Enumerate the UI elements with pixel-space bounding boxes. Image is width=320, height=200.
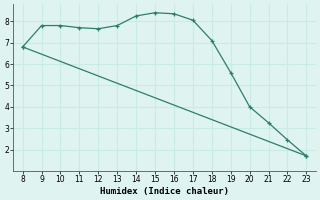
X-axis label: Humidex (Indice chaleur): Humidex (Indice chaleur) — [100, 187, 229, 196]
